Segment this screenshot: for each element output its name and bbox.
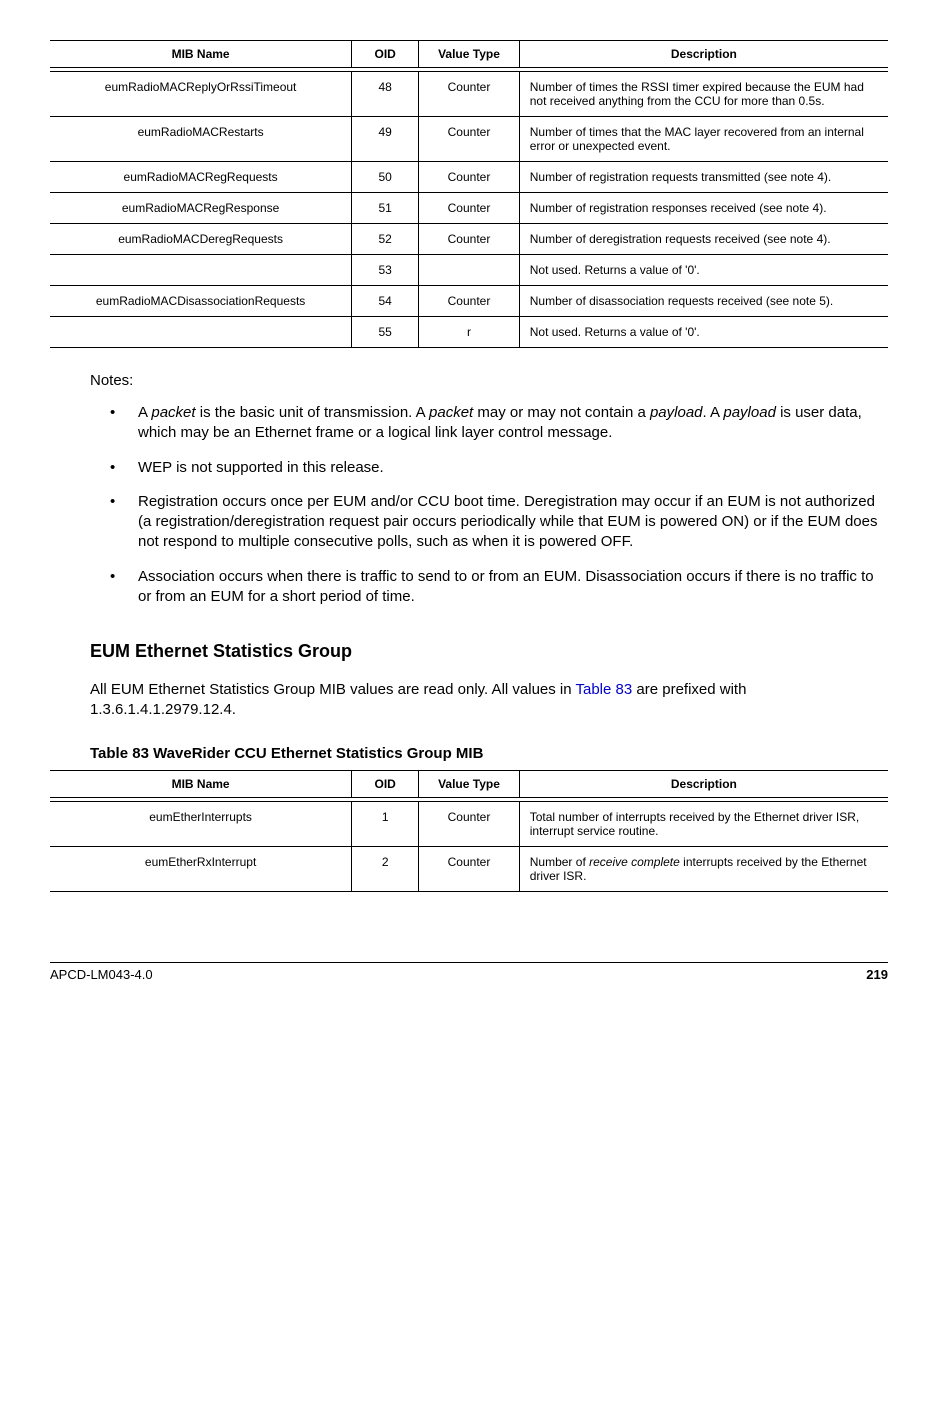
col-mib-name: MIB Name [50, 770, 352, 797]
table-header-row: MIB Name OID Value Type Description [50, 41, 888, 68]
note-item: Association occurs when there is traffic… [110, 567, 888, 608]
table-row: eumRadioMACReplyOrRssiTimeout48CounterNu… [50, 72, 888, 117]
col-oid: OID [352, 770, 419, 797]
notes-block: Notes: A packet is the basic unit of tra… [90, 372, 888, 607]
section-heading: EUM Ethernet Statistics Group [90, 641, 888, 662]
col-mib-name: MIB Name [50, 41, 352, 68]
footer-right: 219 [866, 967, 888, 982]
col-value-type: Value Type [419, 41, 520, 68]
table-row: 53Not used. Returns a value of '0'. [50, 255, 888, 286]
notes-title: Notes: [90, 372, 888, 389]
table-row: eumRadioMACDeregRequests52CounterNumber … [50, 224, 888, 255]
notes-list: A packet is the basic unit of transmissi… [110, 403, 888, 607]
table-caption: Table 83 WaveRider CCU Ethernet Statisti… [90, 745, 888, 762]
table-row: 55rNot used. Returns a value of '0'. [50, 317, 888, 348]
mib-table-1: MIB Name OID Value Type Description eumR… [50, 40, 888, 348]
mib-table-2: MIB Name OID Value Type Description eumE… [50, 770, 888, 892]
table-row: eumEtherInterrupts1CounterTotal number o… [50, 801, 888, 846]
col-oid: OID [352, 41, 419, 68]
note-item: Registration occurs once per EUM and/or … [110, 492, 888, 553]
note-item: A packet is the basic unit of transmissi… [110, 403, 888, 444]
footer-left: APCD-LM043-4.0 [50, 967, 153, 982]
table-header-row: MIB Name OID Value Type Description [50, 770, 888, 797]
col-value-type: Value Type [419, 770, 520, 797]
note-item: WEP is not supported in this release. [110, 458, 888, 478]
page-footer: APCD-LM043-4.0 219 [50, 962, 888, 982]
table-row: eumRadioMACRestarts49CounterNumber of ti… [50, 117, 888, 162]
col-description: Description [519, 41, 888, 68]
table-link[interactable]: Table 83 [576, 681, 633, 698]
section-body: All EUM Ethernet Statistics Group MIB va… [90, 680, 888, 721]
table-row: eumRadioMACDisassociationRequests54Count… [50, 286, 888, 317]
table-row: eumRadioMACRegResponse51CounterNumber of… [50, 193, 888, 224]
table-row: eumRadioMACRegRequests50CounterNumber of… [50, 162, 888, 193]
table-row: eumEtherRxInterrupt2CounterNumber of rec… [50, 846, 888, 891]
col-description: Description [519, 770, 888, 797]
